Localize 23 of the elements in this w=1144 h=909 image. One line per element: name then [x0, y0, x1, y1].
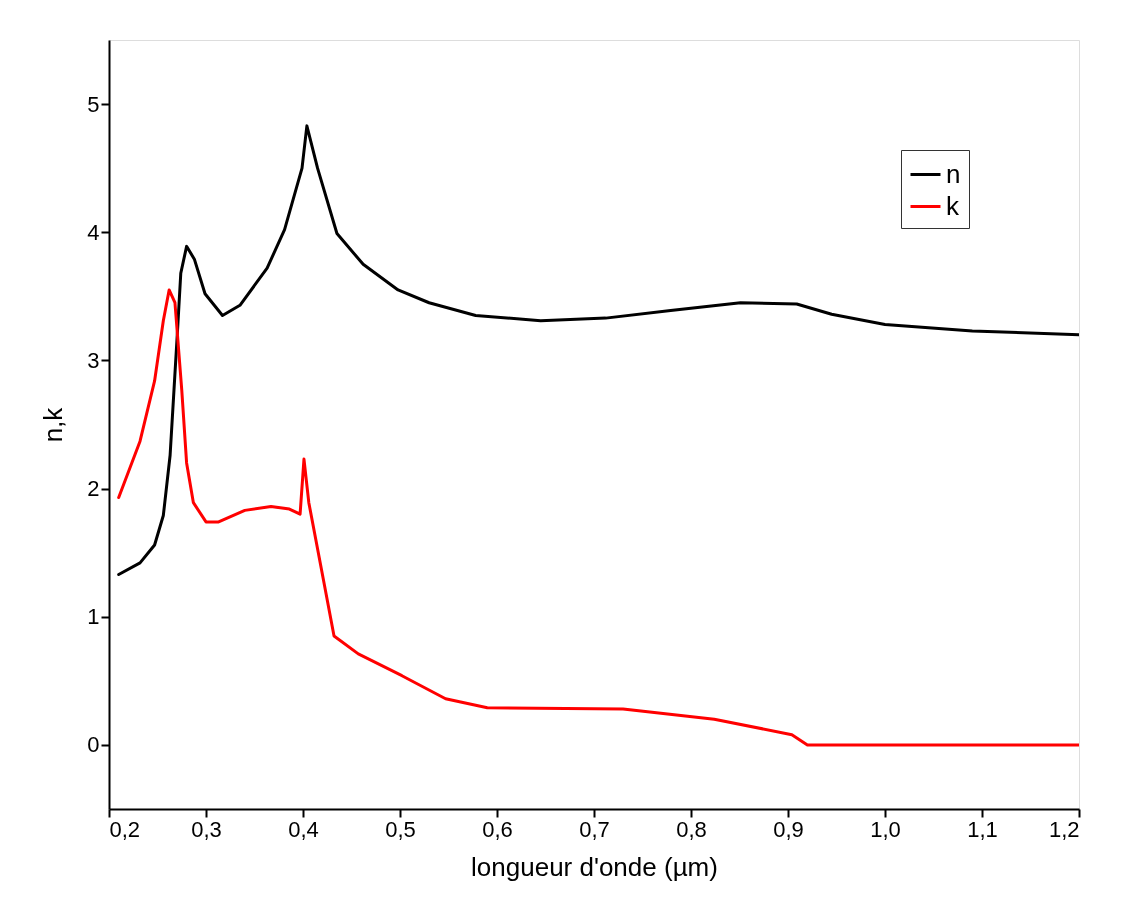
x-tick-label: 0,5	[385, 816, 416, 842]
x-tick-label: 1,2	[1048, 816, 1080, 842]
x-axis-title: longueur d'onde (µm)	[471, 851, 718, 882]
x-tick-label: 0,8	[676, 816, 707, 842]
legend-label: k	[946, 190, 960, 221]
line-series	[117, 288, 1079, 747]
y-tick-label: 0	[87, 732, 100, 758]
x-tick-label: 0,3	[191, 816, 222, 842]
line-series	[117, 124, 1079, 576]
y-axis-title: n,k	[38, 406, 69, 443]
x-tick-label: 1,0	[870, 816, 901, 842]
y-tick-label: 1	[87, 604, 100, 630]
y-tick-label: 2	[87, 476, 100, 502]
x-tick-label: 0,4	[288, 816, 319, 842]
x-tick-label: 1,1	[967, 816, 998, 842]
y-tick-label: 3	[87, 347, 100, 373]
x-tick-label: 0,6	[482, 816, 513, 842]
x-tick-label: 0,2	[109, 816, 141, 842]
x-tick-label: 0,9	[773, 816, 804, 842]
y-tick-label: 5	[87, 91, 100, 117]
x-tick-label: 0,7	[579, 816, 610, 842]
legend-label: n	[946, 158, 961, 189]
y-tick-label: 4	[87, 219, 100, 245]
